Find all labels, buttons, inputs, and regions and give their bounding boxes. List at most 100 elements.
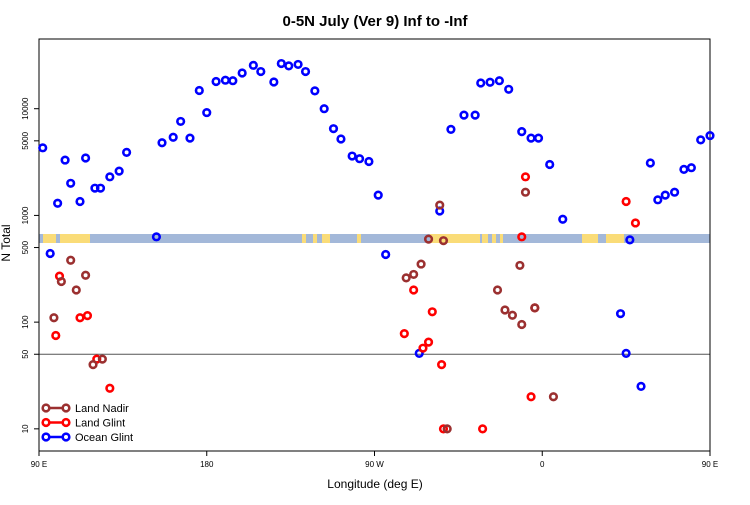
y-tick-label: 500 bbox=[21, 240, 30, 254]
ocean-glint-point bbox=[176, 116, 186, 127]
land-nadir-point bbox=[530, 303, 540, 313]
legend-marker-ocean-glint bbox=[41, 432, 51, 442]
land-segment bbox=[60, 234, 80, 243]
land-segment bbox=[313, 234, 317, 243]
land-nadir-point bbox=[507, 310, 518, 320]
land-segment bbox=[74, 234, 79, 243]
ocean-glint-point bbox=[517, 127, 527, 137]
ocean-glint-point bbox=[373, 190, 383, 200]
ocean-strip bbox=[39, 234, 710, 243]
y-tick-label: 1000 bbox=[21, 206, 30, 224]
ocean-glint-point bbox=[269, 77, 279, 87]
land-glint-point bbox=[438, 424, 449, 434]
x-tick-label: 90 E bbox=[702, 460, 718, 469]
x-tick-label: 180 bbox=[200, 460, 214, 469]
ocean-glint-point bbox=[645, 158, 655, 168]
y-axis: 10 50 100 500 1000 5000 10000 bbox=[21, 97, 39, 433]
land-nadir-point bbox=[66, 255, 76, 265]
land-segment bbox=[322, 234, 330, 243]
land-glint-point bbox=[427, 307, 437, 317]
ocean-glint-point bbox=[470, 110, 480, 120]
ocean-glint-point bbox=[354, 154, 365, 164]
data-points bbox=[38, 58, 715, 434]
land-segment bbox=[357, 234, 361, 243]
legend-label-land-glint: Land Glint bbox=[75, 418, 125, 430]
land-nadir-point bbox=[49, 313, 59, 323]
land-nadir-point bbox=[88, 359, 98, 370]
ocean-glint-point bbox=[293, 59, 303, 70]
ocean-glint-point bbox=[459, 110, 469, 120]
y-tick-label: 10 bbox=[21, 424, 30, 433]
land-nadir-point bbox=[435, 200, 445, 210]
ocean-glint-point bbox=[494, 76, 504, 86]
land-nadir-point bbox=[438, 236, 449, 246]
ocean-glint-point bbox=[319, 104, 329, 114]
land-nadir-point bbox=[500, 305, 510, 315]
land-glint-point bbox=[478, 424, 488, 434]
land-segment bbox=[492, 234, 496, 243]
land-segment bbox=[430, 234, 480, 243]
ocean-glint-point bbox=[276, 58, 286, 69]
y-tick-label: 5000 bbox=[21, 131, 30, 149]
land-nadir-point bbox=[409, 269, 419, 280]
ocean-glint-point bbox=[66, 178, 76, 188]
x-axis-label: Longitude (deg E) bbox=[327, 477, 422, 491]
ocean-glint-point bbox=[157, 138, 167, 148]
legend-marker-land-nadir bbox=[61, 403, 71, 413]
ocean-glint-point bbox=[533, 133, 544, 143]
ocean-glint-point bbox=[105, 172, 115, 182]
ocean-glint-point bbox=[168, 132, 178, 142]
ocean-glint-point bbox=[60, 155, 70, 165]
x-tick-label: 0 bbox=[540, 460, 545, 469]
y-axis-label: N Total bbox=[0, 224, 13, 261]
ocean-glint-point bbox=[653, 195, 663, 205]
land-glint-point bbox=[517, 232, 527, 242]
ocean-glint-point bbox=[202, 107, 212, 118]
land-segment bbox=[80, 234, 90, 243]
land-segment bbox=[590, 234, 598, 243]
land-glint-point bbox=[409, 285, 419, 295]
land-nadir-point bbox=[515, 260, 525, 271]
ocean-glint-point bbox=[636, 381, 646, 391]
ocean-glint-point bbox=[248, 60, 258, 70]
x-tick-label: 90 E bbox=[31, 460, 47, 469]
land-glint-point bbox=[621, 196, 631, 207]
land-glint-point bbox=[51, 330, 61, 341]
ocean-glint-point bbox=[284, 61, 294, 71]
ocean-glint-point bbox=[122, 147, 132, 157]
ocean-glint-point bbox=[696, 135, 706, 145]
land-glint-point bbox=[526, 392, 536, 402]
legend-marker-land-glint bbox=[41, 417, 51, 428]
ocean-glint-point bbox=[211, 76, 221, 87]
ocean-glint-point bbox=[558, 214, 568, 224]
land-nadir-point bbox=[71, 285, 81, 295]
land-nadir-point bbox=[492, 285, 503, 295]
ocean-glint-point bbox=[328, 124, 339, 134]
ocean-glint-point bbox=[38, 143, 48, 153]
legend-marker-ocean-glint bbox=[61, 432, 71, 442]
ocean-glint-point bbox=[504, 84, 514, 94]
ocean-glint-point bbox=[705, 130, 715, 141]
legend-marker-land-glint bbox=[61, 417, 71, 428]
legend-marker-land-nadir bbox=[41, 403, 51, 413]
land-segment bbox=[500, 234, 503, 243]
land-nadir-point bbox=[401, 273, 411, 283]
land-nadir-point bbox=[80, 270, 91, 280]
ocean-glint-point bbox=[45, 248, 55, 259]
y-tick-label: 50 bbox=[21, 349, 30, 358]
ocean-glint-point bbox=[686, 163, 696, 173]
land-glint-point bbox=[630, 218, 641, 228]
land-segment bbox=[43, 234, 55, 243]
y-tick-label: 100 bbox=[21, 315, 30, 329]
land-nadir-point bbox=[548, 392, 559, 402]
x-tick-label: 90 W bbox=[365, 460, 384, 469]
land-nadir-point bbox=[416, 259, 426, 269]
legend-label-land-nadir: Land Nadir bbox=[75, 403, 129, 415]
land-segment bbox=[482, 234, 488, 243]
land-glint-point bbox=[423, 337, 434, 347]
ocean-glint-point bbox=[625, 235, 635, 245]
ocean-glint-point bbox=[310, 86, 320, 96]
